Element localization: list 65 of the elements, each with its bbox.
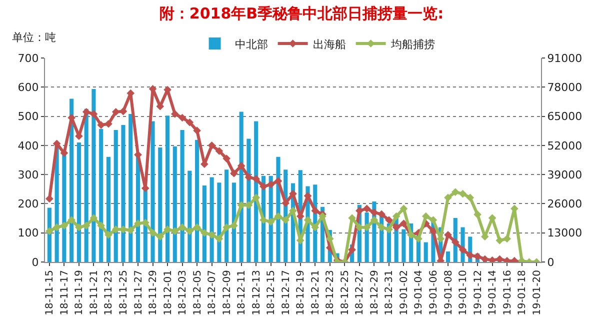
x-tick-label: 18-12-21	[310, 270, 322, 316]
x-tick-label: 19-01-16	[502, 270, 514, 316]
x-tick-label: 18-11-15	[44, 270, 56, 316]
x-tick-label: 18-11-29	[148, 270, 160, 316]
x-tick-label: 18-11-27	[133, 270, 144, 316]
y2-tick-label: 39000	[547, 168, 582, 182]
bar	[402, 229, 406, 262]
x-tick-label: 18-12-11	[236, 270, 248, 316]
x-tick-label: 19-01-14	[488, 270, 499, 316]
y2-tick-label: 26000	[547, 198, 582, 211]
text: 单位：吨	[12, 31, 56, 44]
legend-label: 均船捕捞	[390, 38, 435, 51]
x-tick-label: 18-11-23	[104, 270, 115, 316]
y-tick-label: 700	[18, 52, 39, 65]
x-tick-label: 18-12-03	[178, 270, 189, 316]
bar	[128, 114, 133, 262]
bar	[446, 251, 450, 262]
x-tick-label: 18-12-07	[207, 270, 218, 316]
bar	[202, 186, 206, 262]
y2-tick-label: 52000	[547, 139, 582, 152]
y-tick-label: 100	[18, 226, 39, 240]
x-tick-label: 18-12-29	[369, 270, 380, 316]
y-tick-label: 400	[18, 139, 39, 152]
x-tick-label: 18-12-05	[192, 270, 204, 316]
x-tick-label: 18-11-25	[118, 270, 130, 316]
x-tick-label: 18-12-31	[384, 270, 396, 316]
y2-tick-label: 91000	[547, 52, 582, 65]
x-tick-label: 19-01-06	[428, 270, 440, 316]
y-tick-label: 200	[18, 198, 39, 211]
x-tick-label: 18-11-21	[88, 270, 100, 316]
x-tick-label: 18-12-25	[340, 270, 351, 316]
bar	[106, 156, 111, 262]
y2-tick-label: 13000	[547, 226, 582, 240]
legend-label: 中北部	[234, 38, 268, 51]
x-tick-label: 18-12-09	[222, 270, 233, 316]
x-tick-label: 19-01-08	[443, 270, 454, 316]
y2-tick-label: 78000	[547, 80, 582, 94]
x-tick-label: 18-11-17	[59, 270, 70, 316]
x-tick-label: 18-12-17	[280, 270, 292, 316]
x-tick-label: 19-01-10	[458, 270, 470, 316]
bar	[114, 130, 118, 262]
y-tick-label: 0	[32, 256, 39, 269]
x-tick-label: 18-12-13	[251, 270, 262, 316]
bar	[424, 242, 428, 262]
bar	[165, 116, 170, 262]
x-tick-label: 18-12-15	[266, 270, 278, 316]
x-tick-label: 18-12-27	[354, 270, 366, 316]
bar	[121, 125, 126, 262]
x-tick-label: 19-01-12	[472, 270, 484, 316]
x-tick-label: 19-01-02	[398, 270, 410, 316]
bar	[76, 142, 81, 262]
y-tick-label: 600	[18, 80, 39, 94]
x-tick-label: 19-01-04	[414, 270, 425, 316]
x-tick-label: 18-12-01	[162, 270, 174, 316]
chart-title: 附：2018年B季秘鲁中北部日捕捞量一览:	[159, 4, 444, 23]
x-tick-label: 18-11-19	[74, 270, 86, 316]
y-tick-label: 500	[18, 110, 39, 124]
x-tick-label: 19-01-18	[517, 270, 528, 316]
y-tick-label: 300	[18, 168, 39, 182]
x-tick-label: 18-12-19	[296, 270, 307, 316]
y2-tick-label: 0	[547, 256, 554, 269]
x-tick-label: 19-01-20	[532, 270, 543, 316]
legend-label: 出海船	[312, 38, 346, 51]
y2-tick-label: 65000	[547, 110, 582, 124]
x-tick-label: 18-12-23	[325, 270, 336, 316]
